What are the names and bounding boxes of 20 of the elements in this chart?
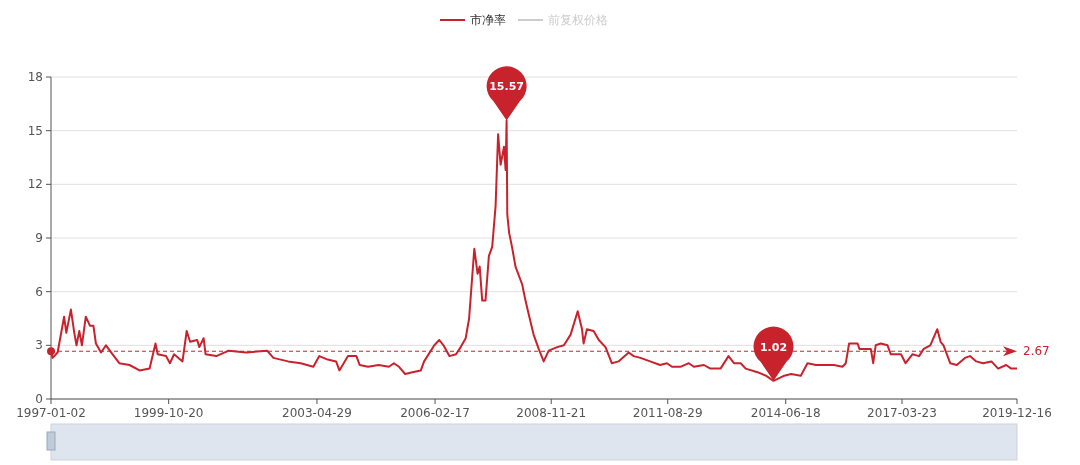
ref-line-label: 2.67 [1023, 344, 1050, 359]
x-tick-label: 2019-12-16 [982, 406, 1052, 420]
x-tick-label: 1999-10-20 [133, 406, 204, 420]
y-tick-label: 18 [27, 70, 43, 84]
y-tick-label: 0 [35, 392, 43, 406]
y-tick-label: 9 [35, 231, 43, 245]
x-tick-label: 2014-06-18 [750, 406, 821, 420]
legend-label: 市净率 [470, 13, 506, 27]
x-tick-label: 2006-02-17 [400, 406, 470, 420]
x-tick-label: 2003-04-29 [282, 406, 352, 420]
y-tick-label: 12 [27, 177, 43, 192]
x-tick-label: 2008-11-21 [516, 406, 587, 420]
annotation: 1.02 [759, 340, 788, 354]
y-tick-label: 3 [35, 338, 43, 353]
x-tick-label: 2017-03-23 [867, 406, 937, 420]
y-tick-label: 6 [35, 284, 43, 299]
y-tick-label: 15 [27, 123, 43, 138]
x-tick-label: 1997-01-02 [16, 406, 86, 420]
annotation: 15.57 [489, 80, 525, 94]
x-tick-label: 2011-08-29 [632, 406, 703, 420]
